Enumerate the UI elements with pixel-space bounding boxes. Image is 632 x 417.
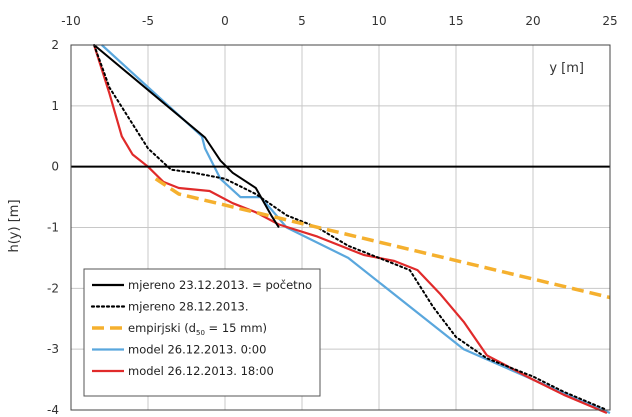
legend-label: model 26.12.2013. 0:00 (128, 343, 266, 357)
series-line-1 (93, 44, 608, 411)
legend-label: empirjski (d50 = 15 mm) (128, 321, 267, 337)
x-tick-label: 0 (221, 14, 229, 28)
plot-frame (70, 44, 611, 411)
legend-box (83, 268, 321, 397)
y-tick-label: -1 (47, 221, 59, 235)
legend-label-subscript: 50 (196, 329, 205, 337)
series-line-3 (101, 44, 611, 415)
y-axis-label: h(y) [m] (7, 199, 22, 252)
x-tick-label: 25 (602, 14, 617, 28)
x-tick-label: 20 (525, 14, 540, 28)
y-tick-label: -3 (47, 342, 59, 356)
x-tick-label: 5 (298, 14, 306, 28)
x-axis-label: y [m] (549, 61, 584, 76)
x-tick-label: -5 (142, 14, 154, 28)
series-line-0 (93, 44, 280, 229)
y-tick-label: -4 (47, 403, 59, 417)
series-line-4 (93, 44, 608, 415)
series-layer (93, 44, 611, 415)
legend-label-prefix: empirjski (d (128, 321, 196, 335)
series-line-2 (154, 177, 611, 300)
x-tick-label: 10 (371, 14, 386, 28)
y-tick-label: 2 (51, 38, 59, 52)
x-tick-label: -10 (61, 14, 81, 28)
legend: mjereno 23.12.2013. = početno mjereno 28.… (83, 268, 321, 397)
y-tick-label: 0 (51, 160, 59, 174)
legend-label-suffix: = 15 mm) (205, 321, 267, 335)
x-tick-label: 15 (448, 14, 463, 28)
y-tick-label: -2 (47, 281, 59, 295)
legend-label: model 26.12.2013. 18:00 (128, 364, 274, 378)
legend-label: mjereno 28.12.2013. (128, 300, 249, 314)
y-tick-label: 1 (51, 99, 59, 113)
legend-label: mjereno 23.12.2013. = početno (128, 278, 312, 292)
plot-border (70, 44, 611, 411)
